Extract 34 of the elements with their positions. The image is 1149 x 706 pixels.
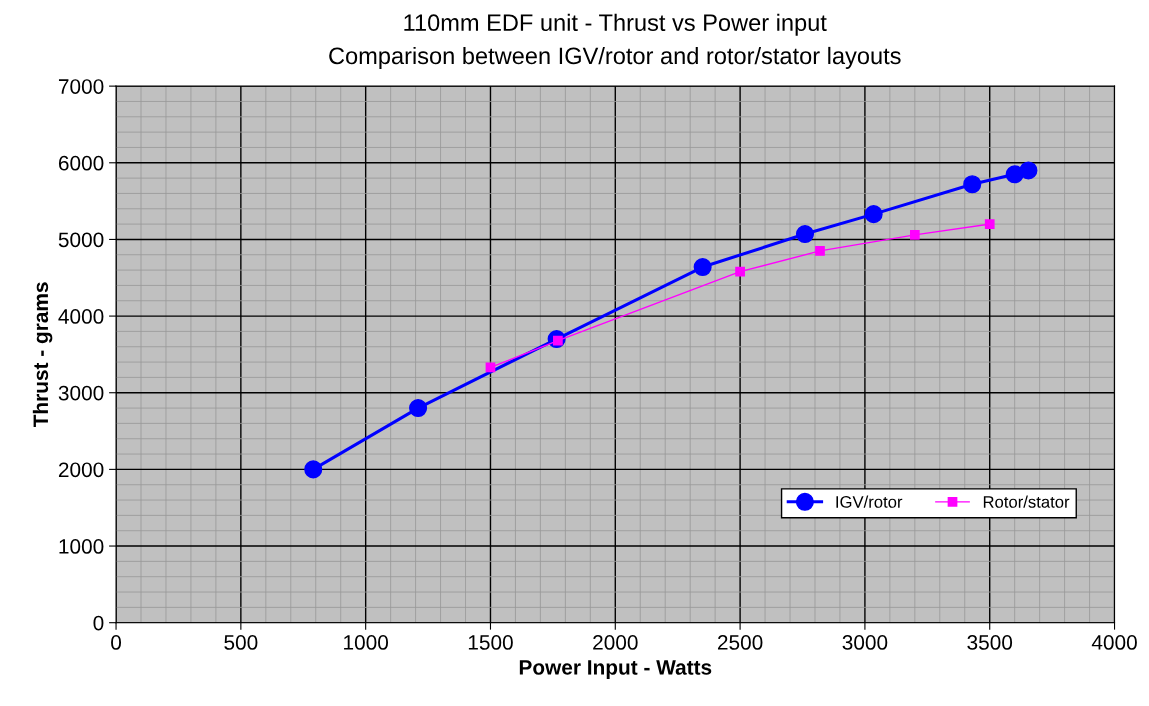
- chart-title: 110mm EDF unit - Thrust vs Power input: [404, 13, 827, 36]
- y-tick-label: 7000: [58, 79, 104, 94]
- y-tick-label: 2000: [58, 462, 104, 478]
- point: [815, 246, 825, 256]
- y-axis-title: Thrust - grams: [32, 282, 53, 428]
- point: [864, 205, 883, 224]
- point: [304, 460, 323, 479]
- x-tick-label: 1000: [344, 635, 389, 650]
- legend-label: Rotor/stator: [983, 495, 1070, 508]
- y-tick-label: 5000: [58, 232, 104, 248]
- point: [409, 399, 428, 418]
- x-tick-label: 4000: [1091, 635, 1137, 650]
- y-tick-label: 3000: [58, 385, 104, 401]
- x-tick-label: 0: [111, 635, 122, 650]
- point: [909, 229, 920, 240]
- y-tick-label: 0: [93, 615, 104, 631]
- y-tick-label: 6000: [58, 155, 104, 171]
- point: [984, 219, 995, 229]
- point: [735, 266, 745, 277]
- x-tick-label: 3500: [967, 635, 1013, 650]
- x-tick-label: 2000: [593, 635, 638, 650]
- x-tick-label: 1500: [468, 635, 513, 650]
- x-tick-label: 3000: [842, 635, 888, 650]
- point: [693, 258, 712, 277]
- point: [795, 225, 815, 244]
- x-tick-label: 2500: [717, 635, 763, 650]
- x-axis-title: Power Input - Watts: [519, 660, 712, 679]
- y-tick-label: 4000: [58, 309, 104, 324]
- chart-subtitle: Comparison between IGV/rotor and rotor/stator layouts: [329, 46, 901, 69]
- legend-label: IGV/rotor: [836, 495, 903, 508]
- point: [963, 175, 982, 194]
- x-tick-label: 500: [224, 635, 258, 650]
- point: [1019, 161, 1038, 180]
- y-tick-label: 1000: [59, 539, 104, 554]
